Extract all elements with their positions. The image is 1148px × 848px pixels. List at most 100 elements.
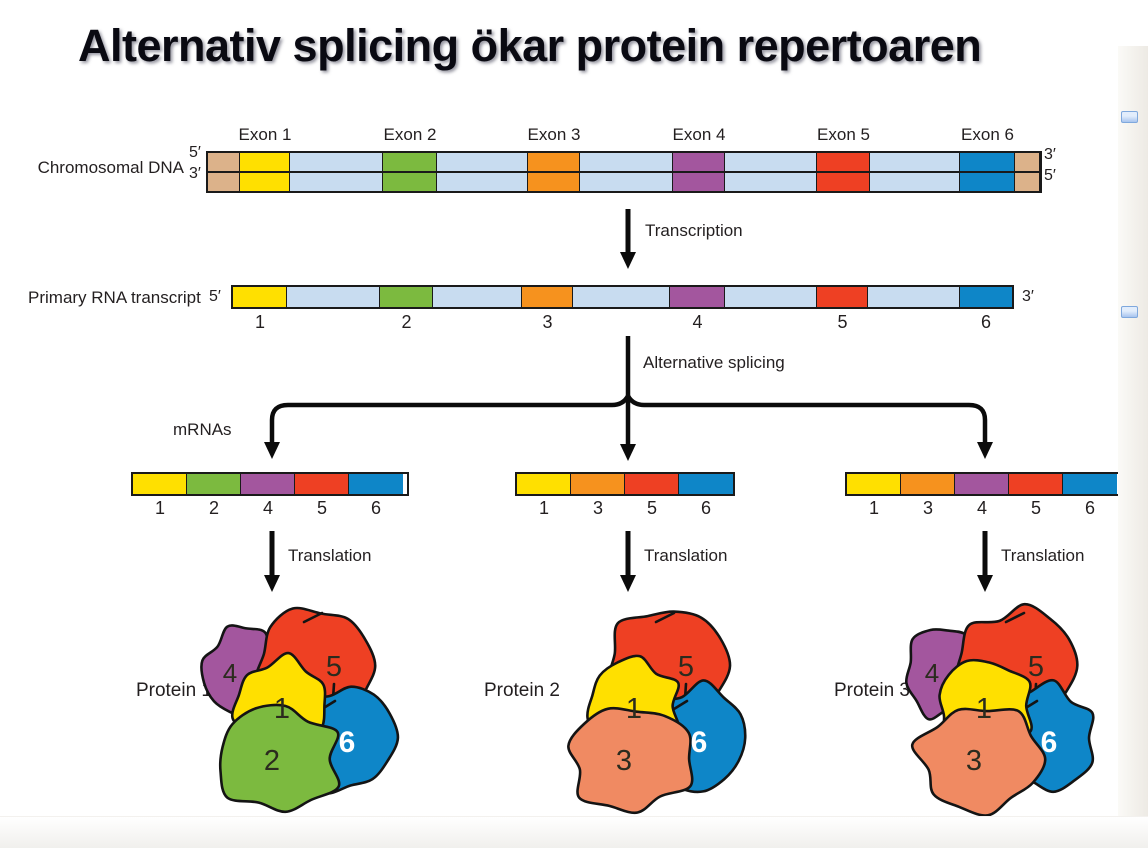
subunit-number: 4 — [223, 658, 237, 688]
dna-right-5prime: 5′ — [1044, 167, 1056, 184]
transcription-label: Transcription — [645, 221, 743, 240]
rna-intron-segment — [433, 287, 522, 307]
protein-3-label: Protein 3 — [833, 680, 910, 701]
translation-label-3: Translation — [1001, 546, 1085, 565]
mrna-exon-segment — [1009, 474, 1063, 494]
mrna-exon-segment — [241, 474, 295, 494]
mrna-exon-segment — [133, 474, 187, 494]
mrna-exon-segment — [517, 474, 571, 494]
mrna-exon-number: 2 — [208, 498, 220, 518]
dna-strand-divider — [208, 171, 1040, 173]
protein-subunit-3 — [567, 706, 694, 815]
subunit-number: 3 — [966, 745, 982, 777]
rna-exon-number: 5 — [837, 312, 848, 332]
mrna-exon-number: 6 — [1084, 498, 1096, 518]
mrna-exon-segment — [847, 474, 901, 494]
subunit-number: 6 — [339, 726, 356, 759]
rna-exon-number: 3 — [542, 312, 553, 332]
subunit-number: 1 — [626, 693, 642, 725]
subunit-cleft-mark — [654, 611, 676, 624]
alternative-splicing-label: Alternative splicing — [643, 353, 785, 372]
dna-right-3prime: 3′ — [1044, 146, 1056, 163]
mrna-exon-number: 1 — [868, 498, 880, 518]
translation-label-2: Translation — [644, 546, 728, 565]
mrna-exon-number: 6 — [700, 498, 712, 518]
translation-arrowhead-2 — [620, 575, 636, 592]
subunit-number: 3 — [616, 745, 632, 777]
transcription-arrowhead — [620, 252, 636, 269]
mrna-exon-segment — [955, 474, 1009, 494]
subunit-number: 5 — [678, 651, 694, 683]
translation-label-1: Translation — [288, 546, 372, 565]
exon-label: Exon 2 — [383, 125, 437, 144]
translation-arrowhead-3 — [977, 575, 993, 592]
mrna-bar-2 — [515, 472, 735, 496]
splicing-branch — [269, 391, 988, 446]
dna-row-label: Chromosomal DNA — [37, 158, 184, 177]
rna-row-label: Primary RNA transcript — [28, 288, 201, 307]
rna-right-3prime: 3′ — [1022, 288, 1034, 305]
mrna-exon-segment — [625, 474, 679, 494]
mrna-exon-segment — [295, 474, 349, 494]
slide-title: Alternativ splicing ökar protein reperto… — [78, 20, 982, 71]
bottom-gradient-band — [0, 816, 1148, 848]
rna-intron-segment — [287, 287, 380, 307]
mrna-bar-3 — [845, 472, 1123, 496]
exon-label: Exon 3 — [527, 125, 581, 144]
mrna-exon-segment — [679, 474, 733, 494]
rna-exon-number: 2 — [401, 312, 412, 332]
subunit-number: 6 — [691, 726, 708, 759]
mrna-exon-segment — [349, 474, 403, 494]
rna-intron-segment — [868, 287, 960, 307]
mrna-arrowhead-right — [977, 442, 993, 459]
rna-exon-segment — [522, 287, 573, 307]
subunit-number: 5 — [1028, 651, 1044, 683]
dna-bar — [206, 151, 1042, 193]
protein-1-label: Protein 1 — [135, 680, 212, 701]
scroll-marker-icon[interactable] — [1121, 111, 1138, 123]
dna-left-3prime: 3′ — [189, 165, 201, 182]
subunit-number: 1 — [274, 693, 290, 725]
mrna-bar-1 — [131, 472, 409, 496]
rna-exon-segment — [670, 287, 725, 307]
subunit-number: 2 — [264, 745, 280, 777]
rna-bar — [231, 285, 1014, 309]
subunit-number: 1 — [976, 693, 992, 725]
rna-exon-number: 6 — [980, 312, 992, 332]
mrna-exon-number: 5 — [1030, 498, 1042, 518]
rna-exon-number: 1 — [254, 312, 266, 332]
scroll-marker-icon[interactable] — [1121, 306, 1138, 318]
protein-2-svg: 5 6 1 3 — [567, 610, 747, 815]
dna-left-5prime: 5′ — [189, 144, 201, 161]
mrna-exon-segment — [1063, 474, 1117, 494]
mrna-exon-number: 4 — [262, 498, 274, 518]
mrna-exon-segment — [901, 474, 955, 494]
exon-label: Exon 6 — [961, 125, 1014, 144]
rna-left-5prime: 5′ — [209, 288, 221, 305]
subunit-cleft-mark — [302, 611, 324, 624]
rna-exon-number: 4 — [692, 312, 703, 332]
exon-label: Exon 5 — [817, 125, 870, 144]
exon-label: Exon 1 — [238, 125, 292, 144]
rna-exon-segment — [817, 287, 868, 307]
rna-exon-segment — [233, 287, 287, 307]
mrna-exon-number: 4 — [976, 498, 988, 518]
protein-subunit-2 — [218, 703, 341, 814]
protein-3-svg: 4 5 6 1 3 — [904, 602, 1095, 817]
rna-exon-segment — [380, 287, 433, 307]
subunit-cleft-mark — [672, 699, 689, 711]
rna-intron-segment — [725, 287, 817, 307]
subunit-number: 5 — [326, 651, 342, 683]
mrna-exon-number: 3 — [922, 498, 934, 518]
subunit-number: 4 — [925, 658, 939, 688]
translation-arrowhead-1 — [264, 575, 280, 592]
mrna-exon-number: 6 — [370, 498, 382, 518]
mrna-arrowhead-center — [620, 444, 636, 461]
subunit-number: 6 — [1041, 726, 1058, 759]
mrna-exon-segment — [187, 474, 241, 494]
mrna-exon-number: 3 — [592, 498, 604, 518]
protein-1-svg: 4 5 6 1 2 — [200, 606, 400, 814]
mrna-exon-number: 1 — [538, 498, 550, 518]
rna-intron-segment — [573, 287, 670, 307]
